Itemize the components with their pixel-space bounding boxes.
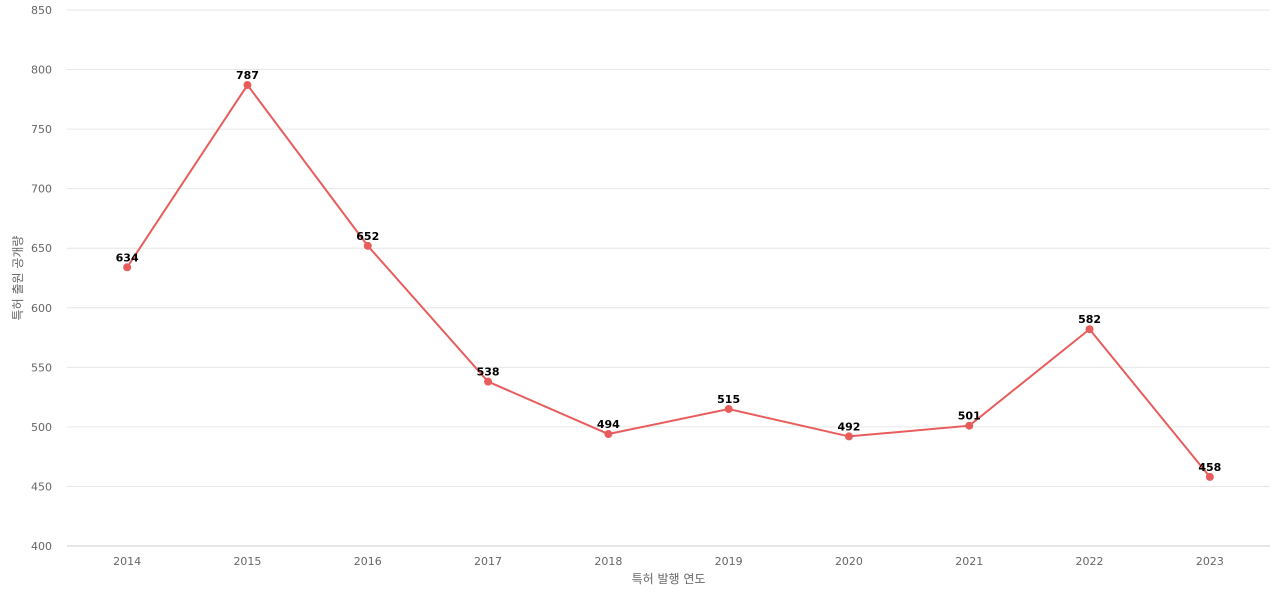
data-point: [604, 430, 613, 439]
data-point: [123, 263, 132, 272]
y-tick-label: 400: [31, 540, 52, 553]
data-point: [1085, 325, 1094, 334]
y-axis-ticks: 400 450 500 550 600 650 700 750 800 850: [31, 4, 52, 553]
x-axis-ticks: 2014 2015 2016 2017 2018 2019 2020 2021 2022 2023: [113, 555, 1224, 568]
x-tick-label: 2021: [955, 555, 983, 568]
y-tick-label: 450: [31, 480, 52, 493]
grid: [67, 9, 1270, 487]
y-axis-title: 특허 출원 공개량: [11, 236, 25, 321]
y-tick-label: 500: [31, 421, 52, 434]
series-line: [126, 83, 1211, 478]
y-tick-label: 800: [31, 64, 52, 77]
data-points: [123, 81, 1214, 481]
data-label: 652: [356, 230, 379, 243]
x-tick-label: 2018: [594, 555, 622, 568]
y-tick-label: 750: [31, 123, 52, 136]
data-point: [363, 241, 372, 250]
y-tick-label: 700: [31, 183, 52, 196]
data-label: 515: [717, 393, 740, 406]
y-tick-label: 600: [31, 302, 52, 315]
x-tick-label: 2015: [233, 555, 261, 568]
data-label: 458: [1198, 461, 1221, 474]
x-tick-label: 2020: [835, 555, 863, 568]
data-label: 494: [597, 418, 620, 431]
x-tick-label: 2017: [474, 555, 502, 568]
x-tick-label: 2016: [354, 555, 382, 568]
data-label: 501: [958, 410, 981, 423]
data-labels: 634 787 652 538 494 515 492 501 582 458: [116, 69, 1222, 474]
y-tick-label: 650: [31, 242, 52, 255]
data-point: [724, 405, 733, 414]
x-tick-label: 2023: [1196, 555, 1224, 568]
data-point: [243, 81, 252, 90]
x-tick-label: 2022: [1076, 555, 1104, 568]
data-label: 634: [116, 251, 139, 264]
x-tick-label: 2014: [113, 555, 141, 568]
data-point: [1205, 472, 1214, 481]
y-tick-label: 850: [31, 4, 52, 17]
data-label: 582: [1078, 313, 1101, 326]
data-point: [965, 421, 974, 430]
data-point: [484, 377, 493, 386]
data-label: 492: [837, 420, 860, 433]
y-tick-label: 550: [31, 361, 52, 374]
x-axis-title: 특허 발행 연도: [632, 571, 706, 586]
data-label: 787: [236, 69, 259, 82]
data-point: [844, 432, 853, 441]
data-label: 538: [477, 366, 500, 379]
x-tick-label: 2019: [715, 555, 743, 568]
